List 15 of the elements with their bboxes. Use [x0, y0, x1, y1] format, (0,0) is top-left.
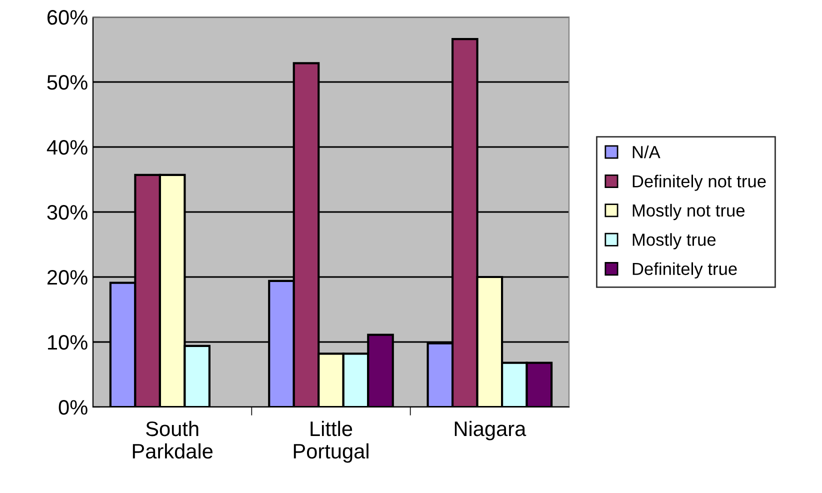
x-tick-label: South Parkdale — [132, 420, 213, 459]
x-tick-label: Little Portugal — [294, 420, 368, 463]
y-tick-label: 60% — [48, 10, 88, 25]
y-tick-label: 20% — [47, 270, 88, 285]
y-tick-label: 0% — [58, 400, 88, 415]
legend-label: Mostly not true — [632, 204, 745, 220]
y-tick-label: 10% — [48, 335, 88, 350]
legend-label: Mostly true — [632, 233, 716, 250]
legend-label: Definitely not true — [632, 174, 766, 191]
y-tick-label: 30% — [47, 205, 88, 220]
legend-label: Definitely true — [632, 262, 737, 278]
y-tick-label: 50% — [47, 75, 88, 90]
y-tick-label: 40% — [46, 140, 88, 155]
x-tick-label: Niagara — [454, 420, 526, 440]
legend-label: N/A — [632, 146, 660, 158]
